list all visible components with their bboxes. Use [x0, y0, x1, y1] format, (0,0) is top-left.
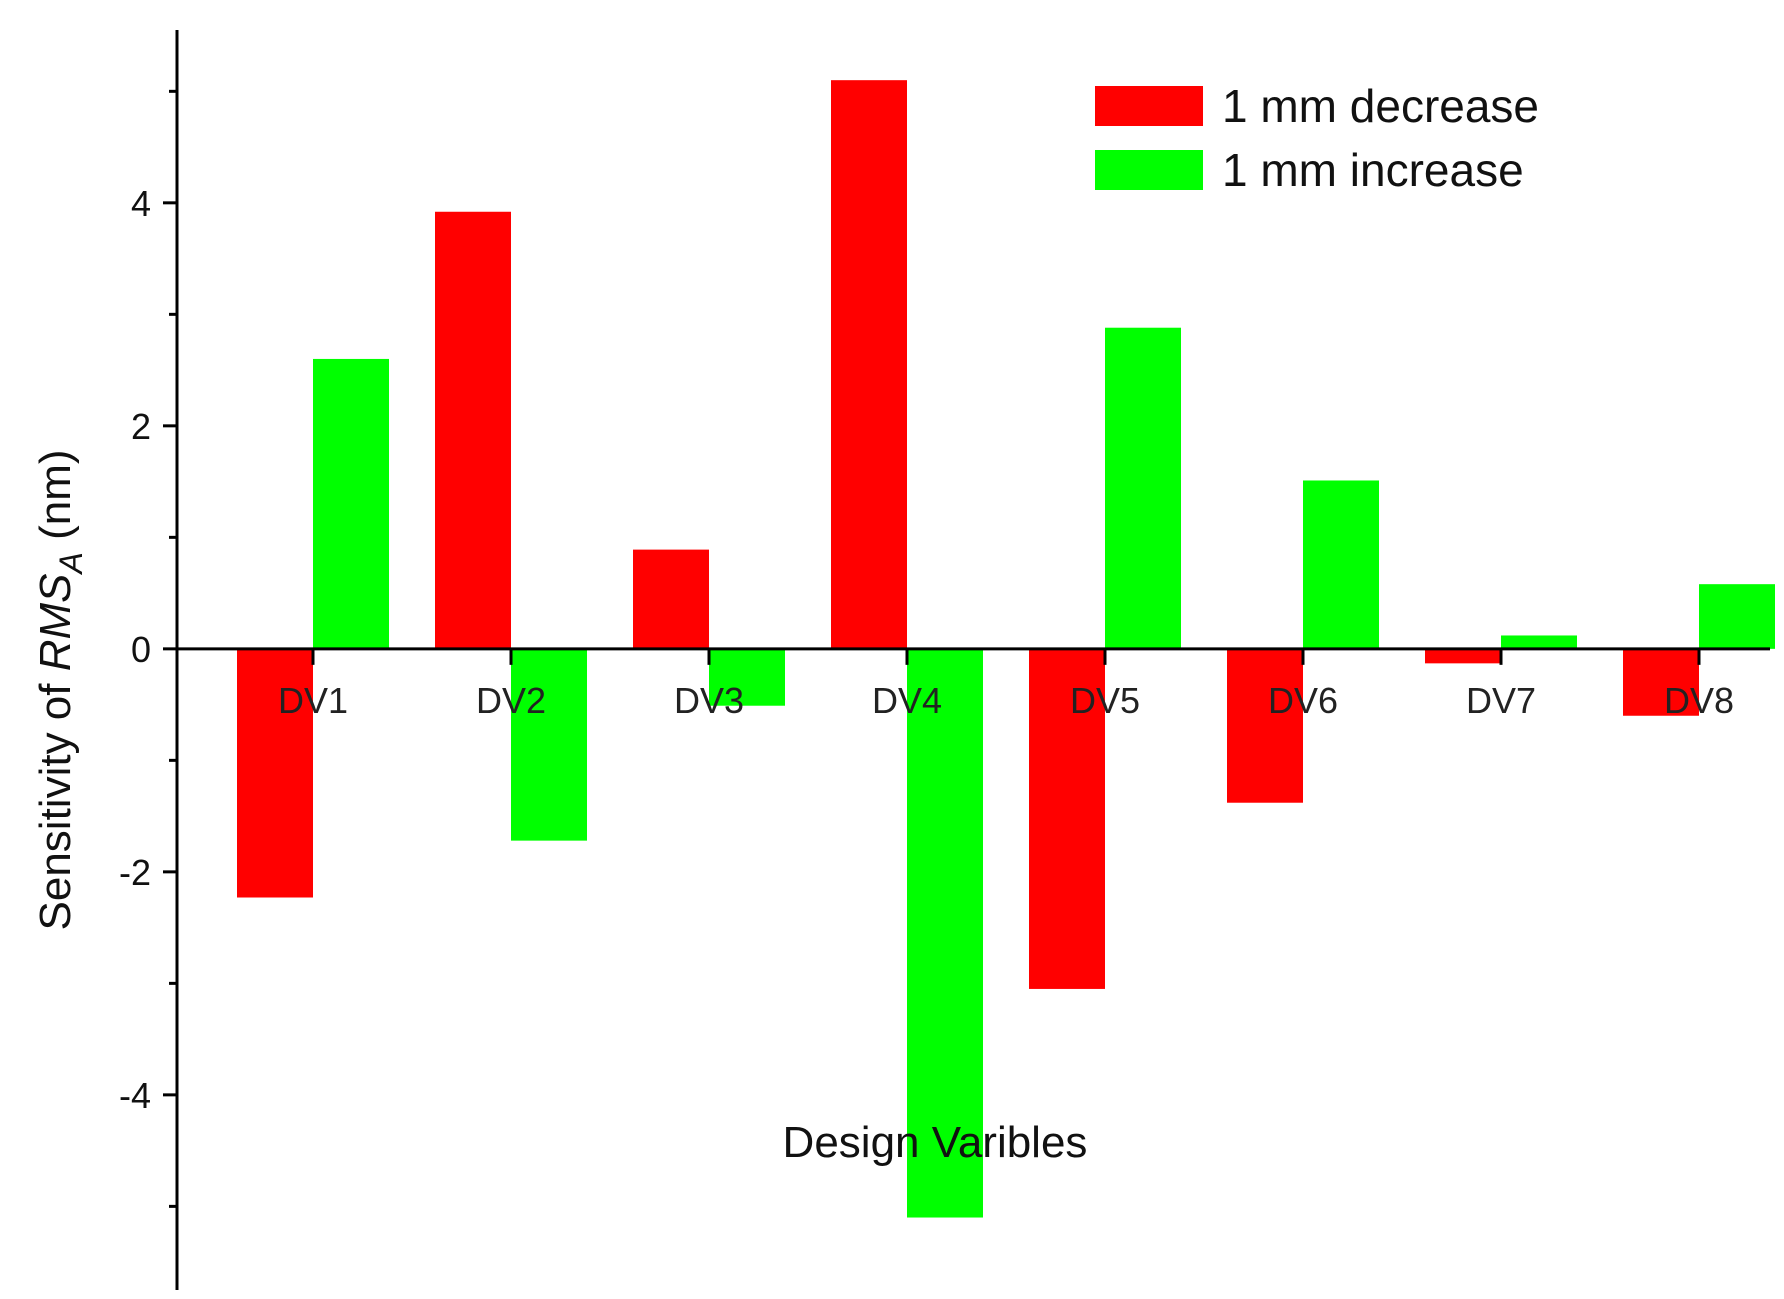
bar-dv1-series1: [237, 648, 313, 898]
bar-dv4-series2: [907, 648, 983, 1218]
x-category-label: DV8: [1664, 680, 1734, 721]
y-axis-title-suffix: (nm): [31, 450, 80, 553]
bar-dv8-series2: [1699, 584, 1775, 649]
bar-dv1-series2: [313, 358, 389, 649]
x-category-label: DV2: [476, 680, 546, 721]
legend-label-increase: 1 mm increase: [1222, 144, 1524, 196]
bar-dv5-series1: [1029, 648, 1105, 989]
y-axis-title-prefix: Sensitivity of: [31, 671, 80, 930]
y-tick-label: -2: [119, 852, 151, 893]
bar-dv4-series1: [831, 80, 907, 649]
x-category-label: DV6: [1268, 680, 1338, 721]
legend-swatch-decrease: [1095, 86, 1203, 126]
x-category-label: DV5: [1070, 680, 1140, 721]
bar-dv8-series1: [1623, 648, 1699, 716]
y-axis-title: Sensitivity of RMSA (nm): [31, 450, 89, 931]
x-axis-ticks: [311, 648, 1701, 665]
bar-dv2-series1: [435, 211, 511, 649]
bar-dv6-series1: [1227, 648, 1303, 803]
bar-dv5-series2: [1105, 327, 1181, 649]
y-tick-label: 2: [131, 406, 151, 447]
bar-dv3-series2: [709, 648, 785, 706]
legend-swatch-increase: [1095, 150, 1203, 190]
x-category-label: DV7: [1466, 680, 1536, 721]
x-category-label: DV3: [674, 680, 744, 721]
legend-label-decrease: 1 mm decrease: [1222, 80, 1539, 132]
x-axis-title: Design Varibles: [783, 1118, 1088, 1167]
bar-dv6-series2: [1303, 480, 1379, 649]
bar-dv3-series1: [633, 549, 709, 649]
x-category-label: DV1: [278, 680, 348, 721]
bar-dv7-series2: [1501, 635, 1577, 649]
bars-layer: [237, 80, 1775, 1218]
bar-dv2-series2: [511, 648, 587, 841]
y-tick-label: 4: [131, 183, 151, 224]
bar-dv7-series1: [1425, 648, 1501, 664]
x-category-label: DV4: [872, 680, 942, 721]
y-axis-title-italic: RMS: [31, 574, 80, 672]
y-tick-label: 0: [131, 629, 151, 670]
legend: 1 mm decrease 1 mm increase: [1095, 80, 1539, 196]
y-axis-title-subscript: A: [53, 552, 89, 575]
x-category-labels: DV1 DV2 DV3 DV4 DV5 DV6 DV7 DV8: [278, 680, 1734, 721]
y-axis-ticks: -4 -2 0 2 4: [119, 89, 177, 1208]
y-tick-label: -4: [119, 1075, 151, 1116]
